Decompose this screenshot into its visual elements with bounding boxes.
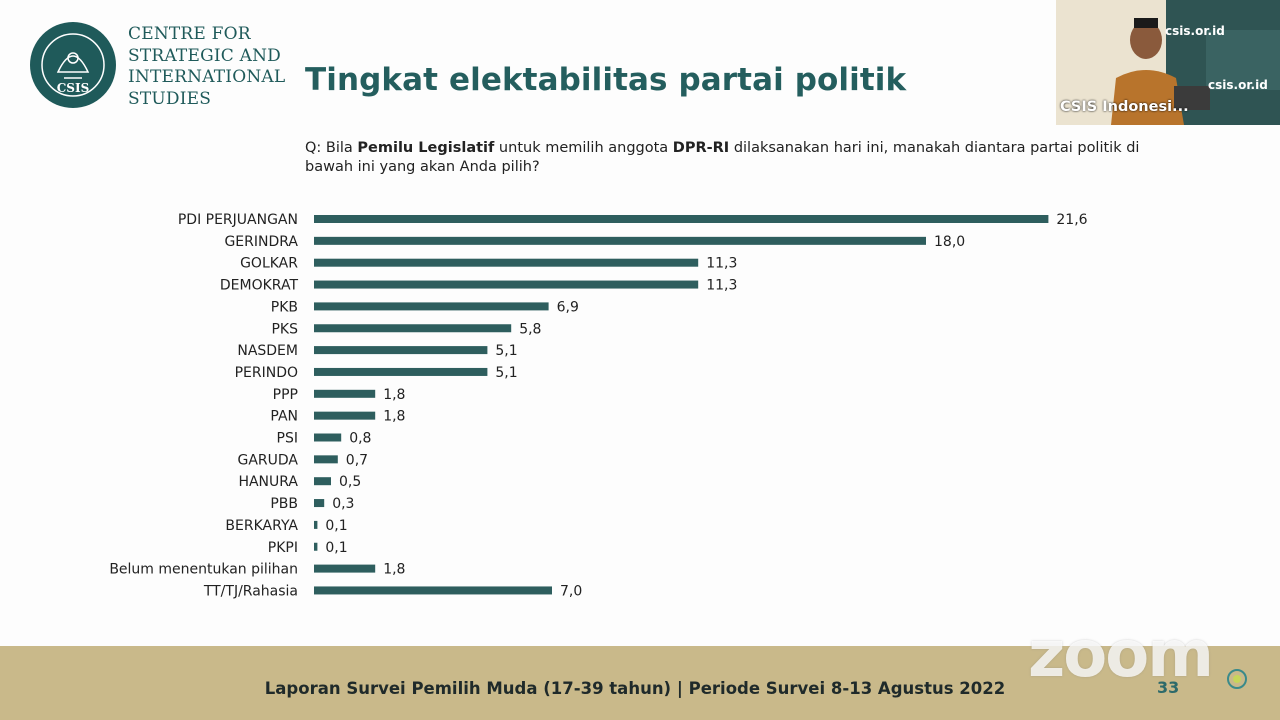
question-bold: Pemilu Legislatif <box>357 140 495 156</box>
survey-question: Q: Bila Pemilu Legislatif untuk memilih … <box>305 139 1185 177</box>
category-label: NASDEM <box>237 343 298 359</box>
bar <box>314 586 552 595</box>
zoom-watermark: zoom <box>1028 618 1214 692</box>
org-line: INTERNATIONAL <box>128 67 286 87</box>
org-line: STUDIES <box>128 88 212 109</box>
value-label: 0,7 <box>346 452 368 468</box>
value-label: 18,0 <box>934 234 965 250</box>
bar <box>314 389 376 398</box>
category-label: BERKARYA <box>225 518 298 534</box>
bar <box>314 324 512 333</box>
zoom-badge-icon <box>1227 669 1247 689</box>
question-bold: DPR-RI <box>672 140 730 156</box>
value-label: 11,3 <box>706 278 737 294</box>
bar <box>314 455 338 464</box>
value-label: 5,1 <box>495 343 517 359</box>
bar <box>314 302 549 311</box>
category-label: TT/TJ/Rahasia <box>203 583 298 599</box>
category-label: PKB <box>271 299 298 315</box>
footer-text: Laporan Survei Pemilih Muda (17-39 tahun… <box>264 679 1006 698</box>
bar <box>314 411 376 420</box>
bar <box>314 367 488 376</box>
category-label: Belum menentukan pilihan <box>109 562 298 578</box>
page-number: 33 <box>1157 678 1180 697</box>
slide-title: Tingkat elektabilitas partai politik <box>305 62 907 98</box>
category-label: PERINDO <box>235 365 298 381</box>
question-text: dilaksanakan hari ini, manakah diantara … <box>305 140 1140 175</box>
question-text: Q: Bila <box>305 140 358 156</box>
participant-name-label: CSIS Indonesi... <box>1060 99 1189 115</box>
category-label: GARUDA <box>237 452 298 468</box>
bar <box>314 564 376 573</box>
category-label: PPP <box>273 387 298 403</box>
organization-name: CENTRE FOR STRATEGIC AND INTERNATIONAL S… <box>128 24 285 110</box>
value-label: 7,0 <box>560 583 582 599</box>
bar <box>314 520 318 529</box>
logo-text: CSIS <box>57 81 90 95</box>
value-label: 1,8 <box>383 387 405 403</box>
bar <box>314 258 699 267</box>
category-label: PDI PERJUANGAN <box>178 212 298 228</box>
bar <box>314 433 342 442</box>
category-label: PBB <box>270 496 298 512</box>
video-feed <box>1056 0 1280 125</box>
bar <box>314 236 926 245</box>
value-label: 5,1 <box>495 365 517 381</box>
category-label: GERINDRA <box>224 234 298 250</box>
bar <box>314 280 699 289</box>
bar <box>314 346 488 355</box>
bar <box>314 215 1049 223</box>
org-line: STRATEGIC AND <box>128 45 281 66</box>
category-label: PSI <box>277 431 298 447</box>
category-label: PKS <box>271 321 298 337</box>
category-label: HANURA <box>238 474 298 490</box>
value-label: 1,8 <box>383 409 405 425</box>
value-label: 0,5 <box>339 474 361 490</box>
party-electability-bar-chart: PDI PERJUANGAN 21,6 GERINDRA 18,0 GOLKAR 11,3… <box>109 212 1087 599</box>
category-label: GOLKAR <box>240 256 298 272</box>
value-label: 5,8 <box>519 321 541 337</box>
bar <box>314 499 325 508</box>
value-label: 0,8 <box>349 431 371 447</box>
video-brand-text: csis.or.id <box>1208 78 1268 92</box>
csis-logo: CSIS <box>30 22 116 108</box>
participant-video-tile[interactable] <box>1056 0 1280 125</box>
bar <box>314 477 331 486</box>
category-label: PAN <box>270 409 298 425</box>
value-label: 0,3 <box>332 496 354 512</box>
footer-band <box>0 646 1280 720</box>
value-label: 21,6 <box>1056 212 1087 228</box>
category-label: DEMOKRAT <box>220 278 299 294</box>
category-label: PKPI <box>268 540 298 556</box>
question-text: untuk memilih anggota <box>494 140 673 156</box>
value-label: 1,8 <box>383 562 405 578</box>
bar <box>314 542 318 551</box>
video-brand-text: csis.or.id <box>1165 24 1225 38</box>
value-label: 0,1 <box>325 540 347 556</box>
value-label: 11,3 <box>706 256 737 272</box>
value-label: 0,1 <box>325 518 347 534</box>
org-line: CENTRE FOR <box>128 24 251 44</box>
value-label: 6,9 <box>557 299 579 315</box>
